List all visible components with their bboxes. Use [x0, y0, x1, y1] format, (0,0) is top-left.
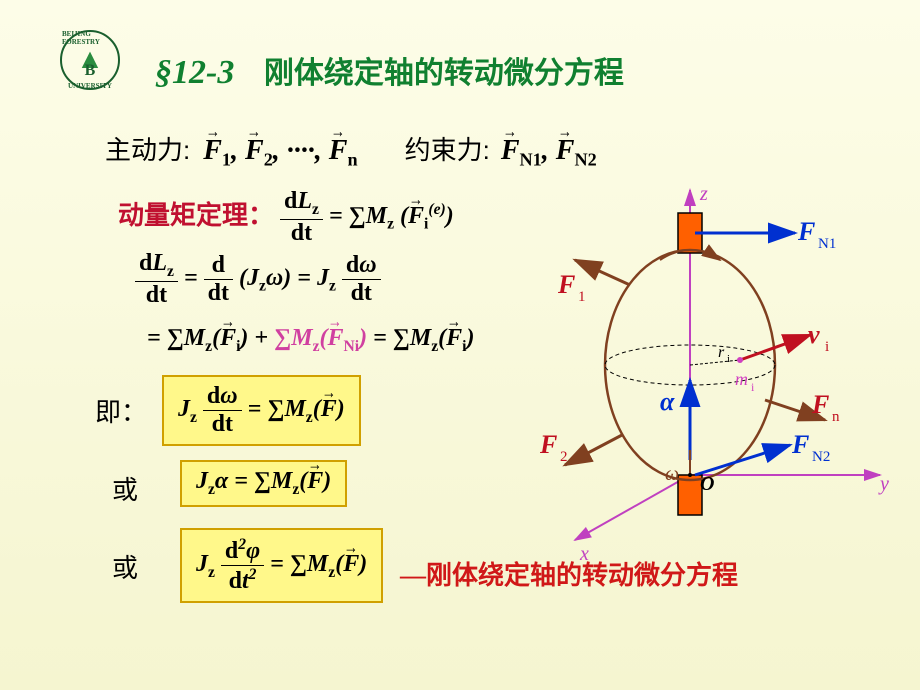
- logo-top-text: BEIJING FORESTRY: [62, 30, 118, 46]
- ri-label: r: [718, 344, 725, 361]
- svg-text:2: 2: [560, 449, 568, 465]
- svg-text:i: i: [727, 353, 730, 365]
- boxed-eq-2: Jzα = ∑Mz(F): [180, 460, 347, 507]
- vector-Fn: F: [329, 135, 348, 167]
- y-axis-label: y: [878, 473, 889, 495]
- university-logo: BEIJING FORESTRY ▲ B UNIVERSITY: [60, 30, 120, 90]
- derivative-equation: dLz dt = d dt (Jzω) = Jz dω dt: [135, 250, 381, 309]
- F1-label: F⃗: [557, 270, 596, 299]
- title-text: 刚体绕定轴的转动微分方程: [264, 57, 624, 90]
- x-axis-label: x: [579, 543, 589, 565]
- logo-bottom-text: UNIVERSITY: [68, 82, 112, 90]
- slide-title: §12-3 刚体绕定轴的转动微分方程: [155, 48, 624, 92]
- svg-text:N1: N1: [818, 236, 836, 252]
- origin-label: O: [700, 473, 714, 495]
- vector-FN2: F: [556, 135, 575, 167]
- vector-F1: F: [203, 135, 222, 167]
- Fn-label: F⃗: [811, 390, 850, 419]
- boxed-eq-1: Jz dω dt = ∑Mz(F): [162, 375, 361, 446]
- forces-line: 主动力: F1, F2, ····, Fn 约束力: FN1, FN2: [105, 130, 597, 171]
- svg-text:i: i: [825, 339, 829, 355]
- z-axis-label: z: [699, 185, 708, 205]
- svg-text:i: i: [751, 380, 755, 394]
- theorem-equation: ddLLz dt = ∑Mz (Fi(e)): [280, 188, 454, 247]
- active-force-label: 主动力:: [105, 135, 190, 165]
- svg-text:1: 1: [578, 289, 586, 305]
- vi-label: v⃗: [808, 320, 840, 349]
- theorem-label: 动量矩定理：: [118, 195, 274, 232]
- vector-FN1: F: [501, 135, 520, 167]
- vector-F2: F: [245, 135, 264, 167]
- label-huo1: 或: [112, 470, 138, 507]
- svg-text:N2: N2: [812, 449, 830, 465]
- section-number: §12-3: [155, 54, 234, 91]
- logo-letter: B: [85, 62, 96, 80]
- F2-label: F⃗: [540, 430, 578, 459]
- alpha-label: α: [660, 387, 675, 416]
- constraint-force-label: 约束力:: [405, 135, 490, 165]
- svg-text:n: n: [832, 409, 840, 425]
- sum-equation: = ∑Mz(Fi) + ∑Mz(FNi) = ∑Mz(Fi): [147, 325, 475, 356]
- label-huo2: 或: [112, 548, 138, 585]
- label-ji: 即：: [95, 392, 147, 429]
- rotation-diagram: z y x O F⃗ N1 F⃗ N2 F⃗ 1 F⃗ 2 F⃗ n v⃗ i …: [540, 185, 900, 545]
- omega-label: ω: [665, 463, 679, 485]
- boxed-eq-3: Jz d2φ dt2 = ∑Mz(F): [180, 528, 383, 603]
- mi-label: m: [735, 369, 748, 389]
